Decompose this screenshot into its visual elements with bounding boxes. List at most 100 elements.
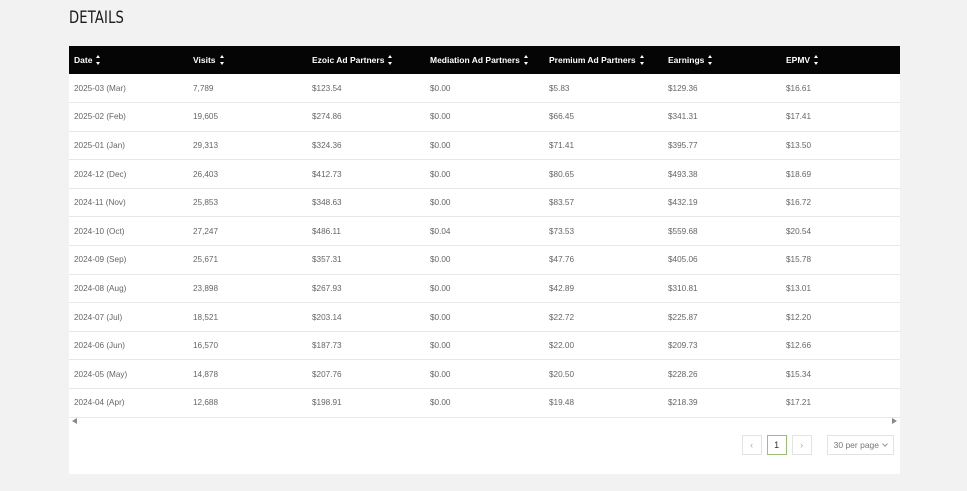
column-header-ezoic-ad-partners[interactable]: Ezoic Ad Partners	[307, 46, 425, 74]
chevron-down-icon	[882, 440, 888, 447]
epmv-cell: $17.41	[786, 112, 812, 122]
date-cell: 2024-11 (Nov)	[74, 198, 126, 208]
earnings-cell: $395.77	[668, 140, 698, 150]
ezoic-cell: $198.91	[312, 398, 342, 408]
scroll-left-arrow-icon[interactable]	[72, 418, 77, 424]
epmv-cell: $15.34	[786, 369, 812, 379]
visits-cell: 7,789	[193, 83, 214, 93]
pagination: ‹ 1 › 30 per page	[741, 435, 894, 455]
table-row: 2024-10 (Oct) 27,247 $486.11 $0.04 $73.53 $55…	[69, 217, 900, 246]
table-row: 2024-09 (Sep) 25,671 $357.31 $0.00 $47.76 $40…	[69, 246, 900, 275]
visits-cell: 25,671	[193, 255, 219, 265]
ezoic-cell: $274.86	[312, 112, 342, 122]
ezoic-cell: $203.14	[312, 312, 342, 322]
column-header-premium-ad-partners[interactable]: Premium Ad Partners	[544, 46, 663, 74]
epmv-cell: $16.61	[786, 83, 812, 93]
sort-icon[interactable]	[96, 55, 101, 66]
sort-icon[interactable]	[388, 55, 393, 66]
ezoic-cell: $187.73	[312, 341, 342, 351]
page-title: DETAILS	[69, 8, 125, 28]
visits-cell: 26,403	[193, 169, 219, 179]
sort-icon[interactable]	[814, 55, 819, 66]
earnings-cell: $218.39	[668, 398, 698, 408]
page-button-current[interactable]: 1	[766, 435, 787, 455]
earnings-cell: $129.36	[668, 83, 698, 93]
premium-cell: $47.76	[549, 255, 575, 265]
earnings-cell: $228.26	[668, 369, 698, 379]
ezoic-cell: $486.11	[312, 226, 341, 236]
earnings-cell: $432.19	[668, 198, 698, 208]
table-row: 2024-07 (Jul) 18,521 $203.14 $0.00 $22.72 $22…	[69, 303, 900, 332]
ezoic-cell: $123.54	[312, 83, 342, 93]
column-header-mediation-ad-partners[interactable]: Mediation Ad Partners	[425, 46, 544, 74]
epmv-cell: $20.54	[786, 226, 812, 236]
table-body: 2025-03 (Mar) 7,789 $123.54 $0.00 $5.83 $129.…	[69, 74, 900, 418]
visits-cell: 12,688	[193, 398, 219, 408]
date-cell: 2024-08 (Aug)	[74, 283, 127, 293]
column-header-date[interactable]: Date	[69, 46, 188, 74]
visits-cell: 19,605	[193, 112, 219, 122]
column-header-epmv[interactable]: EPMV	[781, 46, 900, 74]
earnings-cell: $493.38	[668, 169, 698, 179]
premium-cell: $5.83	[549, 83, 570, 93]
sort-icon[interactable]	[639, 55, 645, 66]
column-header-earnings[interactable]: Earnings	[663, 46, 781, 74]
date-cell: 2024-04 (Apr)	[74, 398, 125, 408]
visits-cell: 29,313	[193, 140, 219, 150]
date-cell: 2025-02 (Feb)	[74, 112, 126, 122]
ezoic-cell: $267.93	[312, 283, 342, 293]
premium-cell: $66.45	[549, 112, 575, 122]
date-cell: 2025-01 (Jan)	[74, 140, 125, 150]
ezoic-cell: $324.36	[312, 140, 342, 150]
premium-cell: $80.65	[549, 169, 575, 179]
date-cell: 2024-10 (Oct)	[74, 226, 125, 236]
visits-cell: 16,570	[193, 341, 219, 351]
earnings-cell: $209.73	[668, 341, 698, 351]
table-row: 2024-11 (Nov) 25,853 $348.63 $0.00 $83.57 $43…	[69, 188, 900, 217]
premium-cell: $83.57	[549, 198, 575, 208]
table-row: 2024-06 (Jun) 16,570 $187.73 $0.00 $22.00 $20…	[69, 331, 900, 360]
epmv-cell: $12.66	[786, 341, 812, 351]
visits-cell: 25,853	[193, 198, 219, 208]
details-table: Date Visits Ezoic Ad Partners Mediation …	[69, 46, 900, 418]
mediation-cell: $0.00	[430, 341, 451, 351]
previous-page-button[interactable]: ‹	[741, 435, 762, 455]
mediation-cell: $0.00	[430, 169, 451, 179]
mediation-cell: $0.00	[430, 369, 451, 379]
table-row: 2024-05 (May) 14,878 $207.76 $0.00 $20.50 $22…	[69, 360, 900, 389]
table-row: 2025-01 (Jan) 29,313 $324.36 $0.00 $71.41 $39…	[69, 131, 900, 160]
column-header-visits[interactable]: Visits	[188, 46, 307, 74]
sort-icon[interactable]	[523, 55, 529, 66]
epmv-cell: $12.20	[786, 312, 812, 322]
premium-cell: $20.50	[549, 369, 575, 379]
per-page-select[interactable]: 30 per page	[826, 435, 894, 455]
premium-cell: $22.00	[549, 341, 575, 351]
next-page-button[interactable]: ›	[791, 435, 812, 455]
visits-cell: 14,878	[193, 369, 219, 379]
visits-cell: 27,247	[193, 226, 219, 236]
earnings-cell: $310.81	[668, 283, 698, 293]
epmv-cell: $15.78	[786, 255, 812, 265]
table-row: 2024-08 (Aug) 23,898 $267.93 $0.00 $42.89 $31…	[69, 274, 900, 303]
date-cell: 2024-06 (Jun)	[74, 341, 125, 351]
sort-icon[interactable]	[219, 55, 225, 66]
table-row: 2025-02 (Feb) 19,605 $274.86 $0.00 $66.45 $34…	[69, 103, 900, 132]
date-cell: 2024-05 (May)	[74, 369, 128, 379]
epmv-cell: $13.01	[786, 283, 812, 293]
premium-cell: $71.41	[549, 140, 575, 150]
date-cell: 2024-12 (Dec)	[74, 169, 127, 179]
premium-cell: $42.89	[549, 283, 575, 293]
table-row: 2024-04 (Apr) 12,688 $198.91 $0.00 $19.48 $21…	[69, 389, 900, 418]
date-cell: 2024-07 (Jul)	[74, 312, 123, 322]
per-page-label: 30 per page	[833, 440, 879, 450]
mediation-cell: $0.00	[430, 312, 451, 322]
details-panel: Date Visits Ezoic Ad Partners Mediation …	[69, 46, 900, 474]
sort-icon[interactable]	[708, 55, 713, 66]
date-cell: 2024-09 (Sep)	[74, 255, 127, 265]
scroll-right-arrow-icon[interactable]	[892, 418, 897, 424]
epmv-cell: $17.21	[786, 398, 812, 408]
earnings-cell: $559.68	[668, 226, 698, 236]
table-row: 2025-03 (Mar) 7,789 $123.54 $0.00 $5.83 $129.…	[69, 74, 900, 103]
epmv-cell: $13.50	[786, 140, 812, 150]
mediation-cell: $0.00	[430, 112, 451, 122]
